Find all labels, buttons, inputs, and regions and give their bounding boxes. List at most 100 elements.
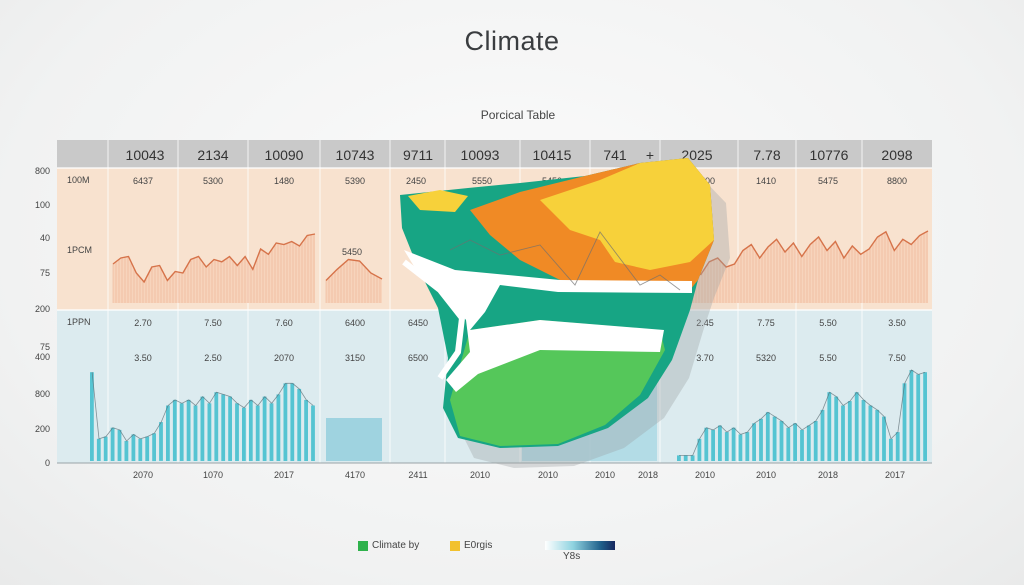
row4-value: 3150 xyxy=(345,353,365,363)
bar-series-right-bar xyxy=(834,396,839,461)
bar-series-left-bar xyxy=(221,394,226,461)
bar-series-right-outline xyxy=(679,369,926,456)
bar-series-left-bar xyxy=(124,441,129,461)
line-series-left-area xyxy=(113,234,315,303)
legend-item-energy: E0rgis xyxy=(450,540,492,551)
bar-series-right-bar xyxy=(718,425,722,461)
bar-series-right-bar xyxy=(752,423,756,461)
bar-series-right-bar xyxy=(847,401,852,461)
y-tick-label-top: 200 xyxy=(35,304,50,314)
bar-series-right-bar xyxy=(738,434,743,461)
row3-value: 6450 xyxy=(408,318,428,328)
x-tick-label: 4170 xyxy=(345,470,365,480)
legend-label-years: Y8s xyxy=(563,551,581,562)
row1-value: 5550 xyxy=(472,176,492,186)
row4-value: 7.50 xyxy=(888,353,906,363)
bar-series-left-bar xyxy=(152,433,156,462)
row4-value: 2070 xyxy=(274,353,294,363)
row-mid-value: 5450 xyxy=(342,247,362,257)
map-white-stripe xyxy=(404,250,692,392)
bar-series-left-bar xyxy=(103,436,108,461)
column-header: 10093 xyxy=(461,147,500,163)
bar-series-left-bar xyxy=(96,438,101,461)
bar-series-left-bar xyxy=(304,399,308,461)
bar-series-right-bar xyxy=(704,427,709,461)
map-white-stripe-left xyxy=(402,259,466,380)
bar-series-left-bar xyxy=(228,396,232,461)
bar-series-right-bar xyxy=(683,455,688,461)
bar-series-right-bar xyxy=(731,427,736,461)
row-label: 100M xyxy=(67,175,90,185)
row3-value: 2.70 xyxy=(134,318,152,328)
row-label: 1PPN xyxy=(67,317,91,327)
row4-value: 3.70 xyxy=(696,353,714,363)
row1-value: 1410 xyxy=(756,176,776,186)
column-header: 2025 xyxy=(681,147,712,163)
legend-item-years: Y8s xyxy=(545,541,615,562)
bar-series-left-bar xyxy=(186,399,191,461)
column-header: 2098 xyxy=(881,147,912,163)
bar-series-left-bar xyxy=(276,394,281,461)
x-tick-label: 2010 xyxy=(756,470,776,480)
legend-label-energy: E0rgis xyxy=(464,540,493,551)
bar-series-left-bar xyxy=(255,405,260,461)
bar-series-left-bar xyxy=(207,403,212,461)
bar-series-left-bar xyxy=(200,396,205,461)
bar-series-right-bar xyxy=(724,432,729,461)
bar-series-right-bar xyxy=(806,425,811,461)
bar-series-left-bar xyxy=(110,427,115,461)
row4-value: 5320 xyxy=(756,353,776,363)
legend-item-climate: Climate by xyxy=(358,540,419,551)
column-header: 7.78 xyxy=(753,147,780,163)
bar-series-left-bar xyxy=(290,383,295,461)
bar-series-right-bar xyxy=(772,416,777,461)
row1-value: 2450 xyxy=(406,176,426,186)
bar-series-right-bar xyxy=(854,392,859,461)
bar-series-right-bar xyxy=(916,374,921,461)
bar-series-left-bar xyxy=(159,422,163,461)
row1-value: 5390 xyxy=(345,176,365,186)
bar-series-right-bar xyxy=(765,412,770,461)
column-header: 10743 xyxy=(336,147,375,163)
legend-label-climate: Climate by xyxy=(372,540,420,551)
bar-series-mid-block xyxy=(326,418,382,461)
bar-series-left-bar xyxy=(193,405,198,461)
bar-series-left-bar xyxy=(283,383,288,461)
column-header: + xyxy=(646,147,654,163)
x-tick-label: 2010 xyxy=(538,470,558,480)
column-header: 10043 xyxy=(126,147,165,163)
map-west-yellow xyxy=(408,190,468,212)
row-label: 1PCM xyxy=(67,245,92,255)
x-tick-label: 2010 xyxy=(695,470,715,480)
bar-series-left-bar xyxy=(235,403,239,461)
bar-series-left-bar xyxy=(138,438,143,461)
legend-swatch-yellow xyxy=(450,540,460,551)
row3-value: 5.50 xyxy=(819,318,837,328)
column-header: 9711 xyxy=(403,147,433,163)
row3-value: 2.45 xyxy=(696,318,714,328)
line-series-left-line xyxy=(112,233,316,284)
bar-series-left-bar xyxy=(297,388,302,462)
bar-series-right-bar xyxy=(759,418,763,461)
bar-series-right-bar xyxy=(697,438,702,461)
row1-value: 5475 xyxy=(818,176,838,186)
x-tick-label: 2017 xyxy=(274,470,294,480)
page-title: Climate xyxy=(464,26,560,56)
bar-series-left-bar xyxy=(145,436,150,461)
bar-series-right-bar xyxy=(820,409,825,461)
x-tick-label: 2010 xyxy=(470,470,490,480)
bar-series-left-bar xyxy=(117,429,122,461)
bar-series-right-bar xyxy=(909,370,914,461)
bar-series-right-bar xyxy=(786,427,791,461)
line-series-right-line xyxy=(683,230,929,281)
x-tick-label: 2018 xyxy=(818,470,838,480)
bar-series-left-bar xyxy=(90,372,94,461)
bar-series-left-bar xyxy=(242,407,246,461)
bar-series-right-bar xyxy=(895,432,900,461)
row4-value: 6500 xyxy=(408,353,428,363)
row1-value: 6437 xyxy=(133,176,153,186)
bar-series-right-bar xyxy=(711,429,715,461)
y-tick-label-top: 40 xyxy=(40,233,50,243)
chart-subtitle: Porcical Table xyxy=(480,108,556,122)
bar-series-left-bar xyxy=(262,396,267,461)
